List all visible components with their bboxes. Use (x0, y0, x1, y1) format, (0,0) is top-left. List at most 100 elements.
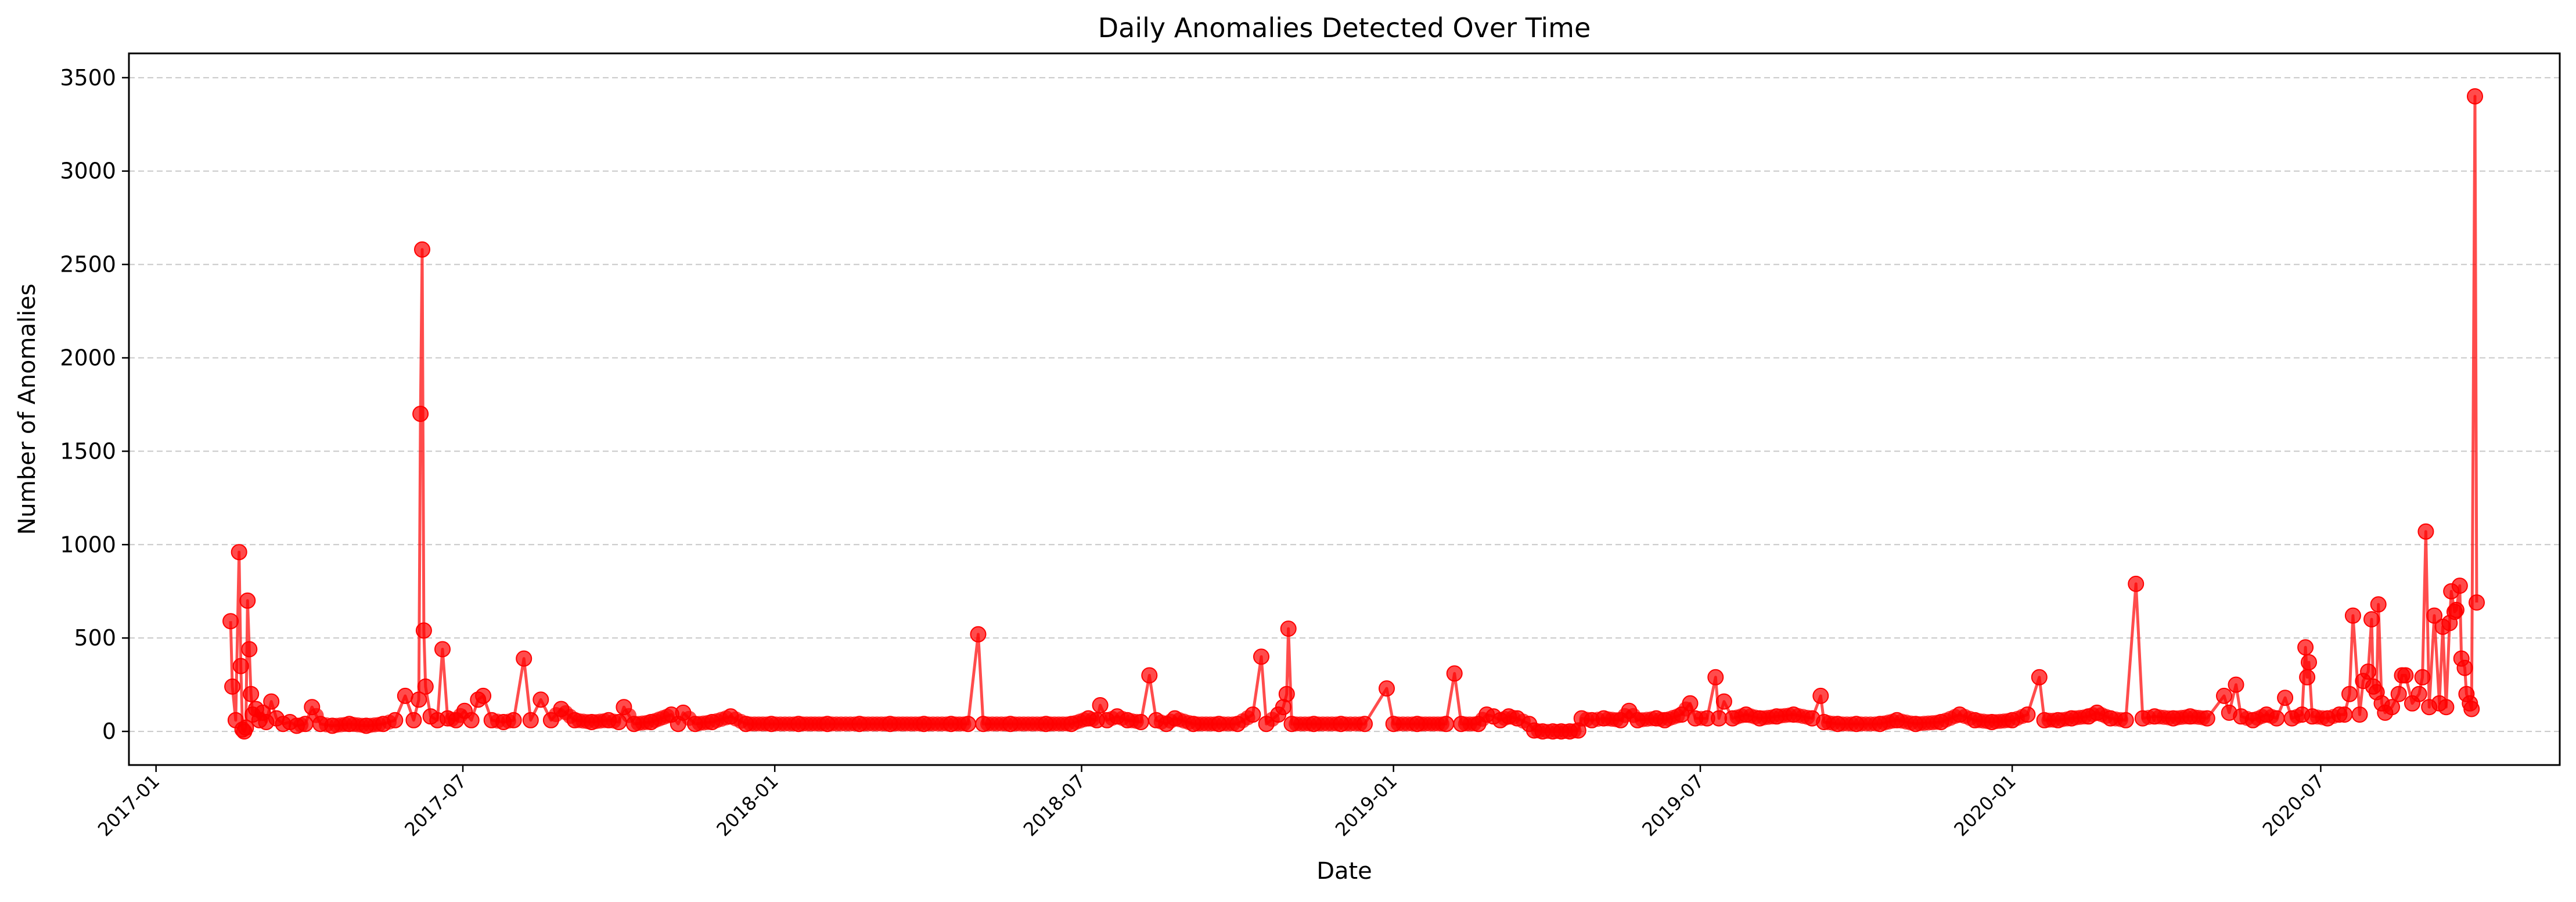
data-point (1409, 716, 1426, 733)
y-tick-label: 3000 (60, 158, 116, 184)
data-point (2438, 699, 2455, 716)
data-point (2004, 712, 2021, 728)
data-point (2244, 712, 2261, 728)
data-point (405, 712, 422, 728)
data-point (1907, 716, 1924, 733)
data-point (463, 712, 480, 728)
data-point (2165, 710, 2182, 727)
data-point (1379, 680, 1395, 697)
data-point (2370, 596, 2387, 613)
data-point (238, 719, 254, 736)
data-point (2301, 654, 2317, 670)
data-point (1737, 706, 1754, 723)
y-tick-label: 0 (102, 719, 116, 744)
data-point (243, 685, 260, 702)
data-point (1211, 716, 1227, 733)
data-point (341, 716, 358, 733)
data-point (2299, 669, 2316, 685)
data-point (1453, 716, 1470, 733)
data-point (553, 701, 570, 717)
data-point (1258, 716, 1275, 733)
data-point (2351, 706, 2368, 723)
data-point (1966, 712, 1983, 728)
data-point (583, 714, 600, 730)
data-point (763, 716, 780, 733)
data-point (417, 678, 434, 695)
data-point (616, 699, 632, 716)
data-point (2414, 669, 2431, 685)
y-tick-label: 1000 (60, 532, 116, 557)
data-point (2216, 687, 2232, 704)
data-point (2102, 710, 2119, 727)
data-point (542, 712, 559, 728)
data-point (1711, 710, 1728, 727)
data-point (1707, 669, 1724, 685)
data-point (1829, 716, 1846, 733)
data-point (241, 641, 258, 658)
data-point (2063, 710, 2080, 727)
data-point (1816, 714, 1833, 730)
data-point (1951, 706, 1968, 723)
data-point (1629, 712, 1646, 728)
data-point (704, 714, 721, 730)
data-point (304, 699, 321, 716)
data-point (2049, 712, 2066, 728)
data-point (2360, 663, 2377, 680)
data-point (1595, 710, 1612, 727)
data-point (1812, 687, 1829, 704)
y-axis-label: Number of Anomalies (14, 283, 41, 535)
data-point (505, 712, 522, 728)
data-point (2451, 578, 2468, 594)
data-point (2019, 706, 2036, 723)
data-point (2336, 706, 2353, 723)
data-point (2384, 699, 2400, 716)
y-tick-label: 500 (74, 625, 116, 651)
data-point (625, 716, 642, 733)
data-point (1656, 712, 1673, 728)
data-point (2182, 708, 2199, 725)
data-point (2426, 607, 2442, 624)
data-point (1333, 716, 1350, 733)
data-point (415, 622, 432, 639)
data-point (1933, 714, 1949, 730)
data-point (516, 650, 533, 667)
data-point (2463, 701, 2480, 717)
data-point (1751, 710, 1768, 727)
y-gridlines (129, 77, 2560, 733)
x-axis-label: Date (1316, 858, 1372, 885)
plot-data (222, 88, 2485, 740)
data-point (1888, 712, 1905, 728)
data-point (1278, 685, 1295, 702)
data-point (1872, 716, 1888, 733)
data-point (2089, 704, 2106, 721)
data-point (1167, 710, 1183, 727)
data-point (975, 716, 992, 733)
data-point (2456, 659, 2473, 676)
data-point (1385, 716, 1402, 733)
data-point (2344, 607, 2361, 624)
data-point (263, 693, 280, 710)
data-point (2448, 601, 2465, 618)
data-point (1715, 693, 1732, 710)
y-tick-label: 1500 (60, 438, 116, 464)
data-point (1063, 716, 1080, 733)
data-point (411, 691, 427, 708)
data-point (1724, 710, 1741, 727)
data-point (1305, 716, 1322, 733)
data-point (2417, 523, 2434, 540)
y-tick-label: 2500 (60, 252, 116, 277)
data-point (790, 716, 807, 733)
data-point (1253, 648, 1269, 665)
data-point (1682, 695, 1699, 712)
data-point (414, 241, 430, 258)
data-point (687, 716, 703, 733)
data-point (882, 716, 898, 733)
data-point (722, 708, 739, 725)
data-point (2410, 685, 2427, 702)
data-point (1038, 716, 1055, 733)
data-point (397, 687, 413, 704)
data-point (2469, 594, 2485, 611)
y-axis-ticks: 0 500 1000 1500 2000 2500 3000 3500 (60, 65, 129, 744)
